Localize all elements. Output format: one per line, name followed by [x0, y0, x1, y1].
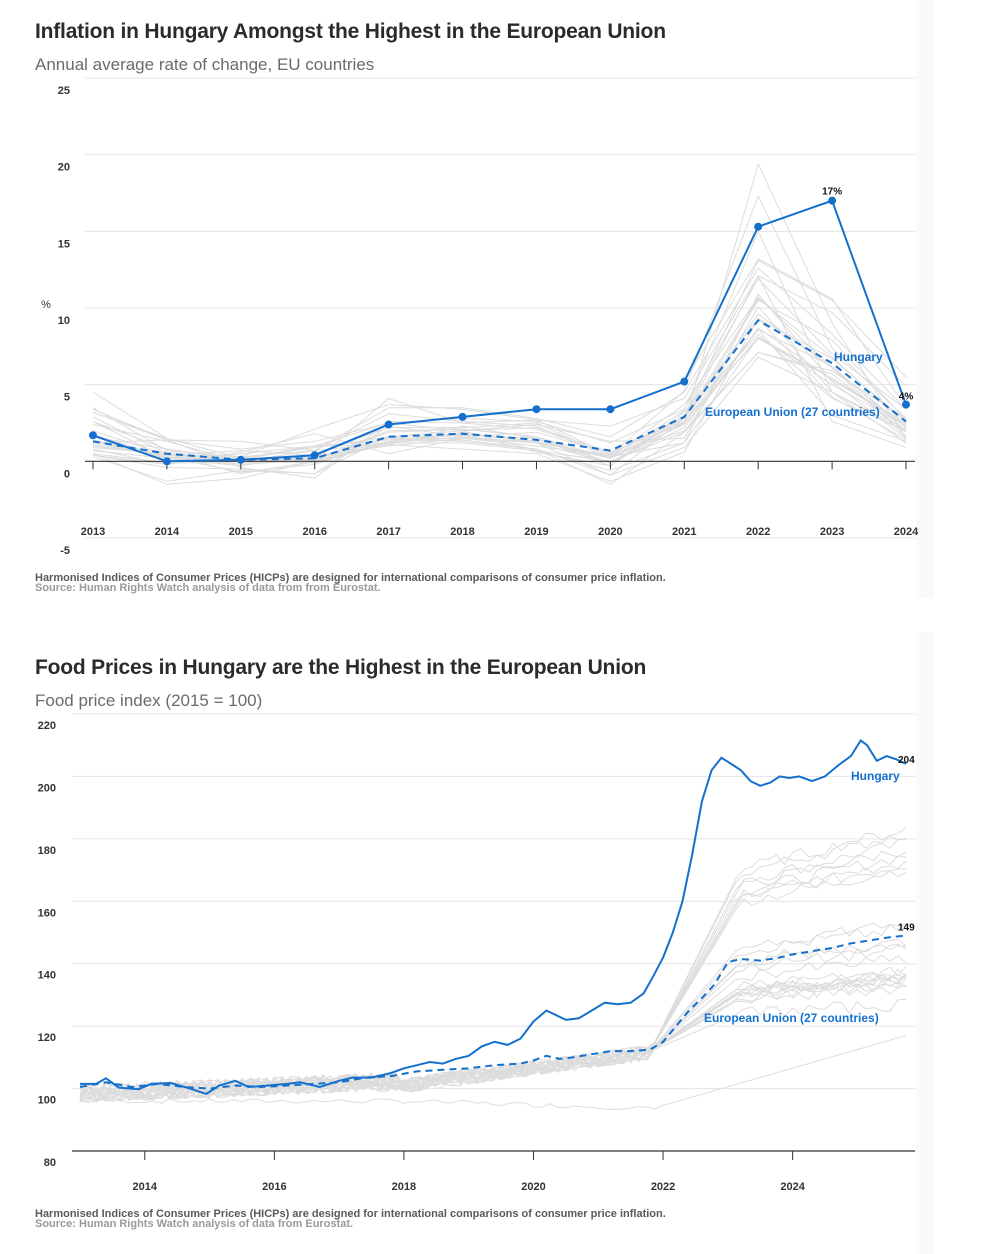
hungary-point: [532, 405, 541, 414]
chart-2-subtitle: Food price index (2015 = 100): [35, 691, 263, 710]
strip-gap: [916, 598, 934, 632]
country-line: [79, 938, 907, 1100]
eu-series-label: European Union (27 countries): [705, 405, 880, 419]
country-line: [79, 855, 907, 1102]
country-line: [92, 259, 907, 475]
x-tick-label: 2020: [521, 1181, 545, 1193]
country-line: [92, 336, 907, 465]
country-line: [79, 839, 906, 1098]
y-tick-label: 200: [38, 782, 56, 794]
country-line: [79, 850, 907, 1103]
x-tick-label: 2017: [376, 526, 400, 538]
y-tick-label: 80: [44, 1157, 56, 1169]
hungary-point: [754, 222, 763, 231]
x-tick-label: 2018: [450, 526, 474, 538]
country-line: [92, 327, 907, 485]
country-line: [79, 966, 907, 1102]
x-tick-label: 2014: [155, 526, 180, 538]
x-tick-label: 2016: [262, 1181, 286, 1193]
hungary-point: [162, 457, 171, 466]
annotation-17pct: 17%: [822, 187, 842, 198]
x-tick-label: 2018: [392, 1181, 416, 1193]
country-line: [79, 944, 907, 1101]
chart-1-source: Source: Human Rights Watch analysis of d…: [35, 582, 381, 594]
y-tick-label: 10: [58, 315, 70, 327]
x-tick-label: 2014: [133, 1181, 158, 1193]
y-tick-label: 15: [58, 238, 70, 250]
chart-1-note: Harmonised Indices of Consumer Prices (H…: [35, 572, 666, 584]
y-tick-label: 180: [38, 845, 56, 857]
annotation-149: 149: [898, 923, 915, 934]
y-tick-label: 120: [38, 1032, 56, 1044]
y-tick-label: -5: [60, 545, 70, 557]
country-line: [79, 835, 907, 1101]
y-tick-label: 100: [38, 1095, 56, 1107]
x-tick-label: 2021: [672, 526, 696, 538]
country-line: [79, 954, 907, 1103]
eu-line: [79, 934, 907, 1090]
y-axis-label: %: [41, 299, 51, 311]
hungary-point: [89, 431, 97, 440]
country-line: [92, 275, 907, 479]
hungary-line: [92, 199, 907, 463]
chart-2-note: Harmonised Indices of Consumer Prices (H…: [35, 1208, 666, 1220]
country-line: [92, 317, 907, 485]
y-tick-label: 25: [58, 85, 70, 97]
x-tick-label: 2016: [302, 526, 326, 538]
hungary-point: [680, 377, 689, 386]
hungary-point: [902, 400, 910, 409]
eu-series-label: European Union (27 countries): [704, 1011, 879, 1025]
y-tick-label: 0: [64, 468, 70, 480]
x-tick-label: 2020: [598, 526, 622, 538]
y-tick-label: 140: [38, 970, 56, 982]
x-tick-label: 2013: [81, 526, 105, 538]
country-line: [92, 278, 907, 450]
x-tick-label: 2023: [820, 526, 844, 538]
y-tick-label: 20: [58, 162, 70, 174]
x-tick-label: 2015: [229, 526, 253, 538]
hungary-series-label: Hungary: [851, 769, 900, 783]
annotation-4pct: 4%: [899, 392, 914, 403]
y-tick-label: 160: [38, 907, 56, 919]
country-line: [79, 1035, 907, 1110]
hungary-point: [310, 451, 319, 460]
hungary-series-label: Hungary: [834, 350, 883, 364]
chart-2-title: Food Prices in Hungary are the Highest i…: [35, 656, 647, 679]
country-line: [92, 313, 907, 464]
chart-1-subtitle: Annual average rate of change, EU countr…: [35, 55, 375, 74]
inflation-chart-block: Inflation in Hungary Amongst the Highest…: [0, 0, 984, 600]
x-tick-label: 2024: [780, 1181, 805, 1193]
hungary-point: [458, 412, 467, 421]
x-tick-label: 2022: [651, 1181, 675, 1193]
annotation-204: 204: [898, 755, 915, 766]
country-line: [92, 305, 907, 459]
chart-1-title: Inflation in Hungary Amongst the Highest…: [35, 20, 666, 43]
x-tick-label: 2019: [524, 526, 548, 538]
country-line: [79, 978, 907, 1101]
hungary-point: [828, 196, 837, 205]
hungary-point: [606, 405, 615, 414]
country-line: [79, 922, 907, 1102]
y-tick-label: 5: [64, 392, 70, 404]
y-tick-label: 220: [38, 720, 56, 732]
country-line: [79, 968, 907, 1101]
hungary-point: [236, 455, 245, 464]
x-tick-label: 2024: [894, 526, 919, 538]
hungary-point: [384, 420, 393, 429]
eu-line: [92, 318, 907, 461]
hungary-line: [80, 739, 907, 1095]
country-line: [92, 274, 907, 476]
chart-2-source: Source: Human Rights Watch analysis of d…: [35, 1218, 354, 1230]
x-tick-label: 2022: [746, 526, 770, 538]
